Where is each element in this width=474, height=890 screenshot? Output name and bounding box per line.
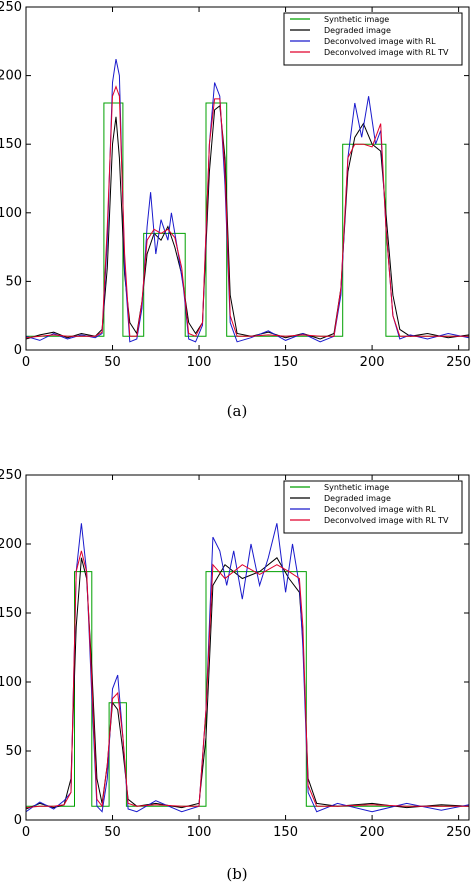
x-tick-label: 200	[360, 355, 385, 370]
x-tick-label: 100	[187, 825, 212, 840]
series-line-3	[26, 523, 469, 813]
y-tick-label: 200	[0, 537, 22, 552]
y-tick-label: 100	[0, 206, 22, 221]
y-tick-label: 200	[0, 69, 22, 84]
y-tick-label: 250	[0, 0, 22, 15]
legend-label: Synthetic image	[324, 15, 389, 24]
legend-label: Deconvolved image with RL	[324, 37, 436, 46]
series-line-1	[26, 102, 469, 337]
caption-b: (b)	[226, 865, 248, 883]
caption-a: (a)	[226, 402, 248, 420]
plot-area	[26, 523, 469, 813]
x-tick-label: 200	[360, 825, 385, 840]
plot-area	[26, 58, 469, 343]
series-line-2	[26, 557, 469, 810]
y-tick-label: 0	[14, 343, 22, 358]
legend-label: Deconvolved image with RL	[324, 505, 436, 514]
legend-box	[283, 480, 463, 534]
y-tick-label: 250	[0, 468, 22, 483]
y-tick-label: 50	[5, 744, 22, 759]
chart-panel-b: 0 50 100 150 200 250 0 50 100 150 200 250 Synthetic …	[0, 468, 471, 840]
series-line-4	[26, 85, 469, 339]
axes-frame	[25, 6, 470, 351]
series-line-2	[26, 104, 469, 340]
x-tick-label: 100	[187, 355, 212, 370]
legend-label: Degraded image	[324, 494, 391, 503]
x-tick-label: 250	[446, 825, 471, 840]
legend-box	[283, 12, 463, 66]
x-tick-label: 150	[273, 355, 298, 370]
series-line-4	[26, 550, 469, 809]
legend-label: Degraded image	[324, 26, 391, 35]
x-tick-label: 50	[104, 355, 121, 370]
x-tick-label: 150	[273, 825, 298, 840]
series-line-3	[26, 58, 469, 343]
y-tick-label: 50	[5, 274, 22, 289]
y-tick-label: 150	[0, 137, 22, 152]
axes-frame	[25, 474, 470, 821]
x-tick-label: 250	[446, 355, 471, 370]
legend: Synthetic image Degraded image Deconvolved…	[283, 12, 463, 66]
legend-label: Deconvolved image with RL TV	[324, 516, 449, 525]
legend-label: Synthetic image	[324, 483, 389, 492]
chart-panel-a: 0 50 100 150 200 250 0 50 100 150 200 250 Synthetic …	[0, 0, 471, 370]
x-tick-label: 0	[22, 825, 30, 840]
x-tick-label: 0	[22, 355, 30, 370]
y-tick-label: 150	[0, 606, 22, 621]
legend: Synthetic image Degraded image Deconvolved…	[283, 480, 463, 534]
x-tick-label: 50	[104, 825, 121, 840]
y-tick-label: 100	[0, 675, 22, 690]
legend-label: Deconvolved image with RL TV	[324, 48, 449, 57]
y-tick-label: 0	[14, 813, 22, 828]
